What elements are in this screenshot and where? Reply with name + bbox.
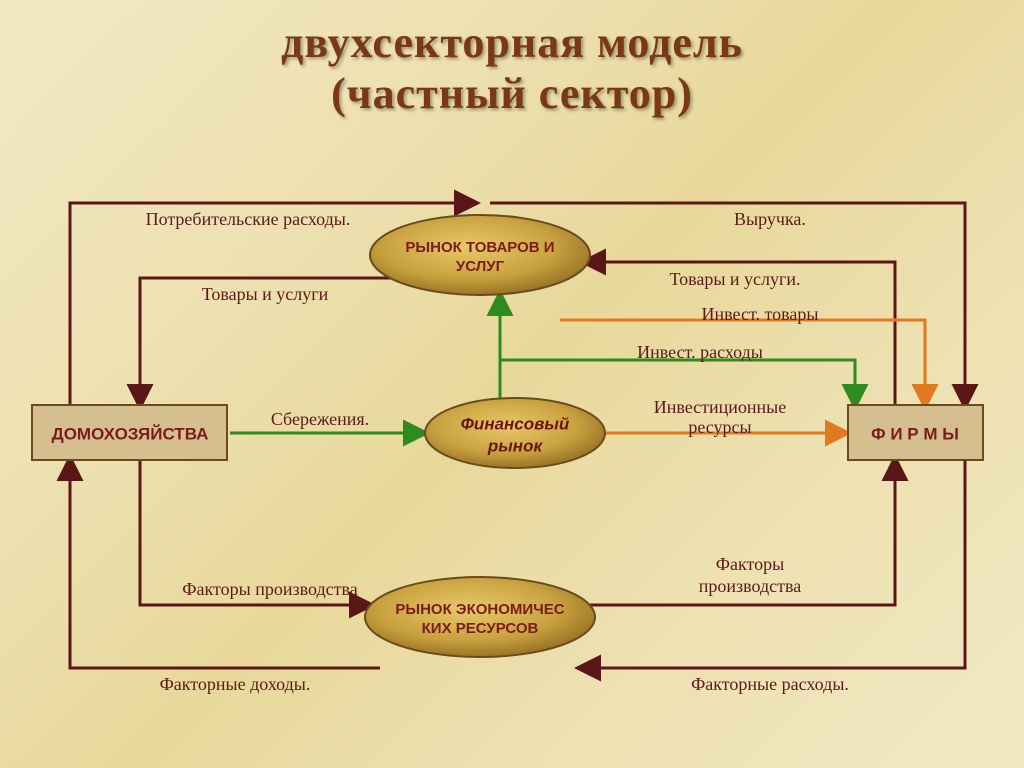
- label-factor-income: Факторные доходы.: [160, 674, 311, 694]
- label-invest-res2: ресурсы: [688, 417, 751, 437]
- node-fin-market: Финансовый рынок: [425, 398, 605, 468]
- node-households: ДОМОХОЗЯЙСТВА: [32, 405, 227, 460]
- households-label: ДОМОХОЗЯЙСТВА: [52, 424, 209, 443]
- label-factors-right2: производства: [699, 576, 802, 596]
- node-firms: Ф И Р М Ы: [848, 405, 983, 460]
- label-goods-right: Товары и услуги.: [669, 269, 800, 289]
- goods-market-label1: РЫНОК ТОВАРОВ И: [405, 239, 554, 256]
- label-savings: Сбережения.: [271, 409, 369, 429]
- goods-market-label2: УСЛУГ: [456, 258, 505, 275]
- label-consumer-spending: Потребительские расходы.: [146, 209, 351, 229]
- label-factors-right1: Факторы: [716, 554, 784, 574]
- label-invest-goods: Инвест. товары: [702, 304, 819, 324]
- node-res-market: РЫНОК ЭКОНОМИЧЕС КИХ РЕСУРСОВ: [365, 577, 595, 657]
- fin-market-label1: Финансовый: [461, 414, 570, 433]
- firms-label: Ф И Р М Ы: [871, 424, 959, 443]
- fin-market-label2: рынок: [487, 436, 544, 455]
- edge-factor-income: [70, 460, 380, 668]
- label-factor-spending: Факторные расходы.: [691, 674, 849, 694]
- node-goods-market: РЫНОК ТОВАРОВ И УСЛУГ: [370, 215, 590, 295]
- res-market-label2: КИХ РЕСУРСОВ: [422, 620, 539, 637]
- label-invest-spending: Инвест. расходы: [637, 342, 763, 362]
- label-goods-left: Товары и услуги: [202, 284, 329, 304]
- label-invest-res1: Инвестиционные: [654, 397, 787, 417]
- label-revenue: Выручка.: [734, 209, 806, 229]
- edge-invest-goods: [560, 320, 925, 405]
- diagram-canvas: ДОМОХОЗЯЙСТВА Ф И Р М Ы РЫНОК ТОВАРОВ И …: [0, 0, 1024, 768]
- res-market-label1: РЫНОК ЭКОНОМИЧЕС: [395, 601, 564, 618]
- label-factors-left: Факторы производства: [182, 579, 357, 599]
